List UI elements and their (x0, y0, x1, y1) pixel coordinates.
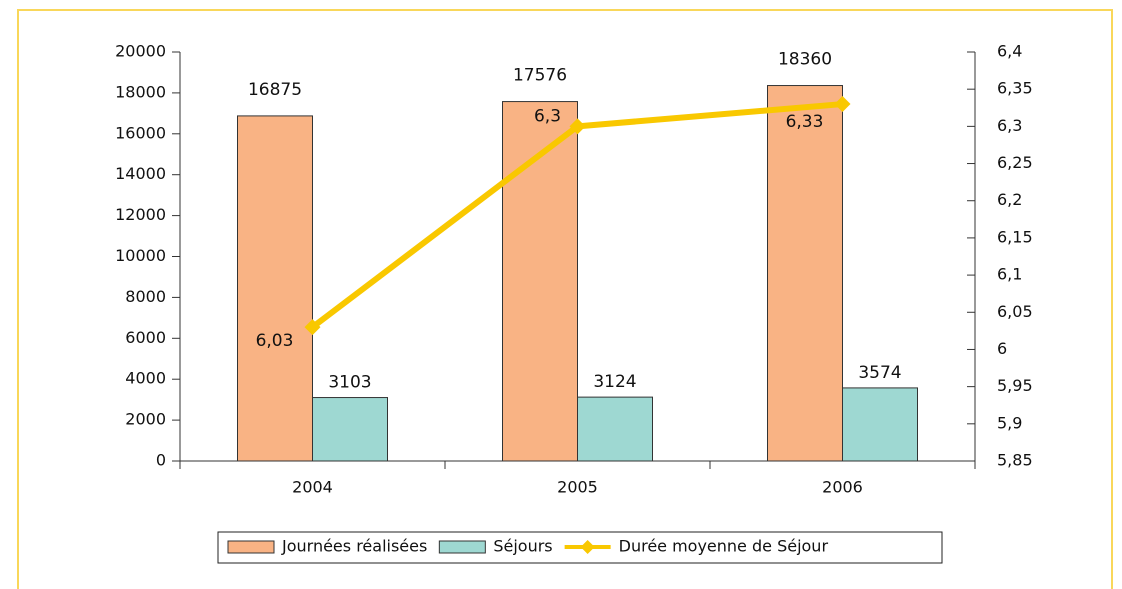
y-tick-label: 4000 (125, 369, 166, 388)
line-value-label: 6,03 (256, 331, 294, 351)
legend-swatch (438, 540, 486, 554)
line-marker (834, 96, 851, 113)
y-tick-label: 10000 (115, 246, 166, 265)
bar (502, 101, 578, 462)
legend-swatch (227, 540, 275, 554)
y-tick-label: 12000 (115, 205, 166, 224)
y-tick-label: 8000 (125, 287, 166, 306)
bar (767, 85, 843, 462)
y-tick-label: 2000 (125, 410, 166, 429)
x-tick-label: 2004 (292, 478, 333, 497)
y2-tick-label: 6,35 (997, 79, 1033, 98)
y2-tick-label: 6,1 (997, 265, 1022, 284)
bar (237, 115, 313, 462)
y2-tick-label: 6,25 (997, 153, 1033, 172)
y-tick-label: 18000 (115, 82, 166, 101)
y-tick-label: 20000 (115, 42, 166, 61)
bar (842, 387, 918, 462)
legend-label: Journées réalisées (281, 537, 427, 556)
y2-tick-label: 5,9 (997, 413, 1022, 432)
line-marker (569, 118, 586, 135)
y2-tick-label: 5,85 (997, 451, 1033, 470)
y2-tick-label: 6 (997, 339, 1007, 358)
x-tick-label: 2005 (557, 478, 598, 497)
bar (312, 397, 388, 462)
y2-tick-label: 6,05 (997, 302, 1033, 321)
bar-value-label: 3574 (858, 363, 901, 383)
bar-value-label: 18360 (778, 50, 832, 70)
bar-value-label: 3124 (593, 372, 636, 392)
bar-value-label: 16875 (248, 80, 302, 100)
x-tick-label: 2006 (822, 478, 863, 497)
y2-tick-label: 5,95 (997, 376, 1033, 395)
y2-tick-label: 6,2 (997, 190, 1022, 209)
legend-label: Durée moyenne de Séjour (619, 537, 829, 556)
legend-marker (580, 540, 595, 554)
y2-tick-label: 6,3 (997, 116, 1022, 135)
line-marker (304, 319, 321, 336)
bar (577, 396, 653, 462)
y-tick-label: 6000 (125, 328, 166, 347)
y-tick-label: 14000 (115, 164, 166, 183)
line-value-label: 6,33 (786, 112, 824, 132)
y2-tick-label: 6,4 (997, 42, 1022, 61)
frame (17, 9, 1113, 589)
y-tick-label: 0 (156, 451, 166, 470)
bar-value-label: 3103 (328, 373, 371, 393)
line-value-label: 6,3 (534, 106, 561, 126)
legend-label: Séjours (493, 537, 552, 556)
y-tick-label: 16000 (115, 123, 166, 142)
bar-value-label: 17576 (513, 66, 567, 86)
y2-tick-label: 6,15 (997, 227, 1033, 246)
